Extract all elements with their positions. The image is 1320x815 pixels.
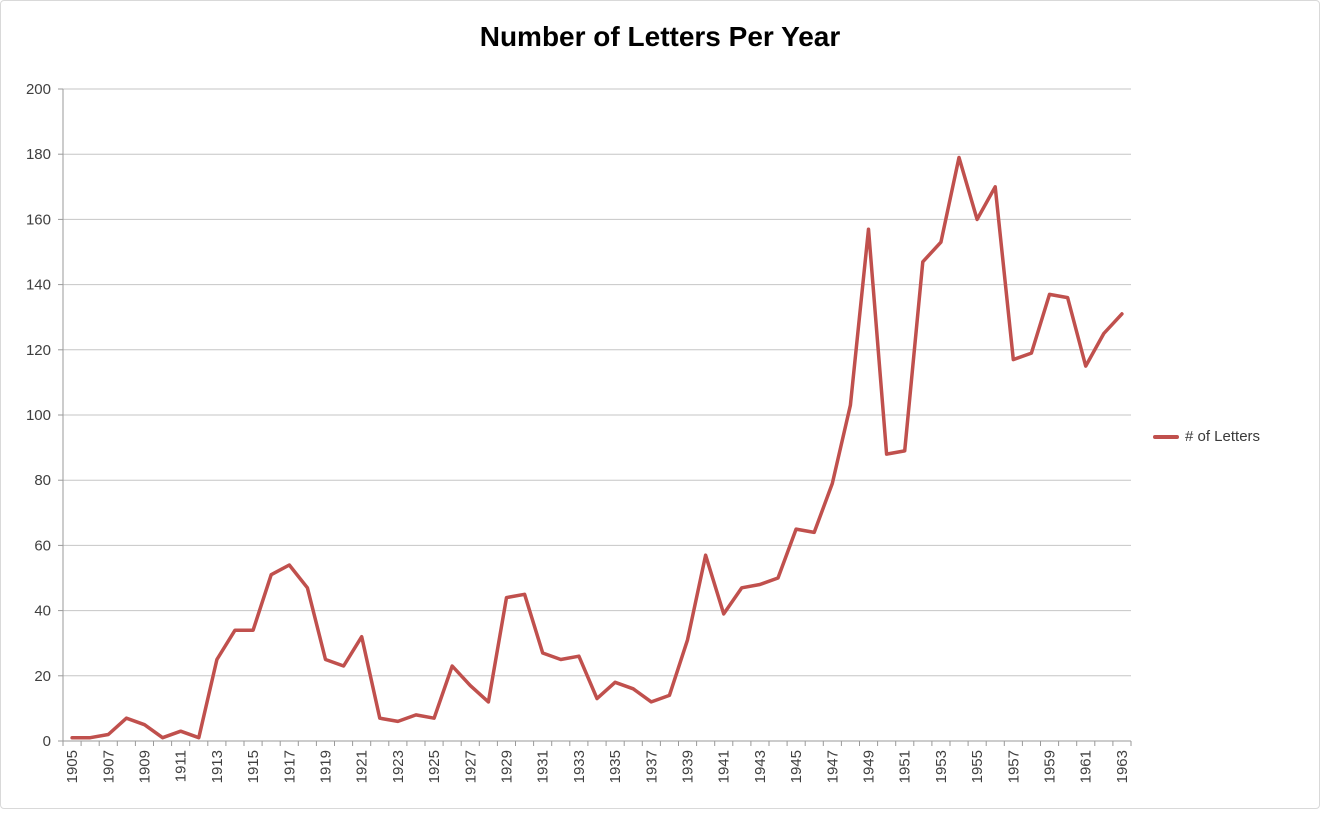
x-axis-label: 1963 — [1114, 750, 1131, 783]
x-axis-label: 1931 — [535, 750, 552, 783]
x-axis-label: 1959 — [1042, 750, 1059, 783]
x-axis-label: 1947 — [824, 750, 841, 783]
chart-title: Number of Letters Per Year — [479, 21, 841, 52]
x-axis-label: 1953 — [933, 750, 950, 783]
series-line — [70, 155, 1124, 740]
x-axis-label: 1909 — [137, 750, 154, 783]
x-axis-label: 1919 — [318, 750, 335, 783]
x-axis-label: 1923 — [390, 750, 407, 783]
x-axis-label: 1913 — [209, 750, 226, 783]
y-axis-label: 100 — [26, 407, 51, 424]
y-axis-label: 120 — [26, 342, 51, 359]
x-axis-label: 1917 — [281, 750, 298, 783]
x-axis-label: 1957 — [1005, 750, 1022, 783]
y-axis-label: 0 — [43, 733, 51, 750]
x-axis-label: 1939 — [680, 750, 697, 783]
x-axis-label: 1929 — [499, 750, 516, 783]
y-axis-label: 160 — [26, 211, 51, 228]
x-axis-label: 1945 — [788, 750, 805, 783]
x-axis-label: 1921 — [354, 750, 371, 783]
legend-line-swatch-icon — [1153, 434, 1179, 439]
x-axis-label: 1933 — [571, 750, 588, 783]
x-axis-label: 1955 — [969, 750, 986, 783]
y-axis-label: 60 — [34, 537, 51, 554]
y-axis-label: 40 — [34, 603, 51, 620]
x-axis-label: 1925 — [426, 750, 443, 783]
y-axis-label: 140 — [26, 277, 51, 294]
x-axis-label: 1915 — [245, 750, 262, 783]
legend-label: # of Letters — [1185, 428, 1261, 445]
x-axis-label: 1935 — [607, 750, 624, 783]
x-axis-label: 1937 — [643, 750, 660, 783]
y-axis-label: 80 — [34, 472, 51, 489]
x-axis-label: 1961 — [1078, 750, 1095, 783]
y-axis-label: 20 — [34, 668, 51, 685]
x-axis-label: 1941 — [716, 750, 733, 783]
x-axis-label: 1949 — [861, 750, 878, 783]
y-axis-label: 180 — [26, 146, 51, 163]
x-axis-label: 1943 — [752, 750, 769, 783]
legend: # of Letters — [1153, 428, 1260, 445]
x-axis-label: 1911 — [173, 750, 190, 782]
y-axis-label: 200 — [26, 81, 51, 98]
x-axis-label: 1927 — [462, 750, 479, 783]
x-axis-label: 1905 — [64, 750, 81, 783]
x-axis-label: 1951 — [897, 750, 914, 783]
x-axis-label: 1907 — [100, 750, 117, 783]
